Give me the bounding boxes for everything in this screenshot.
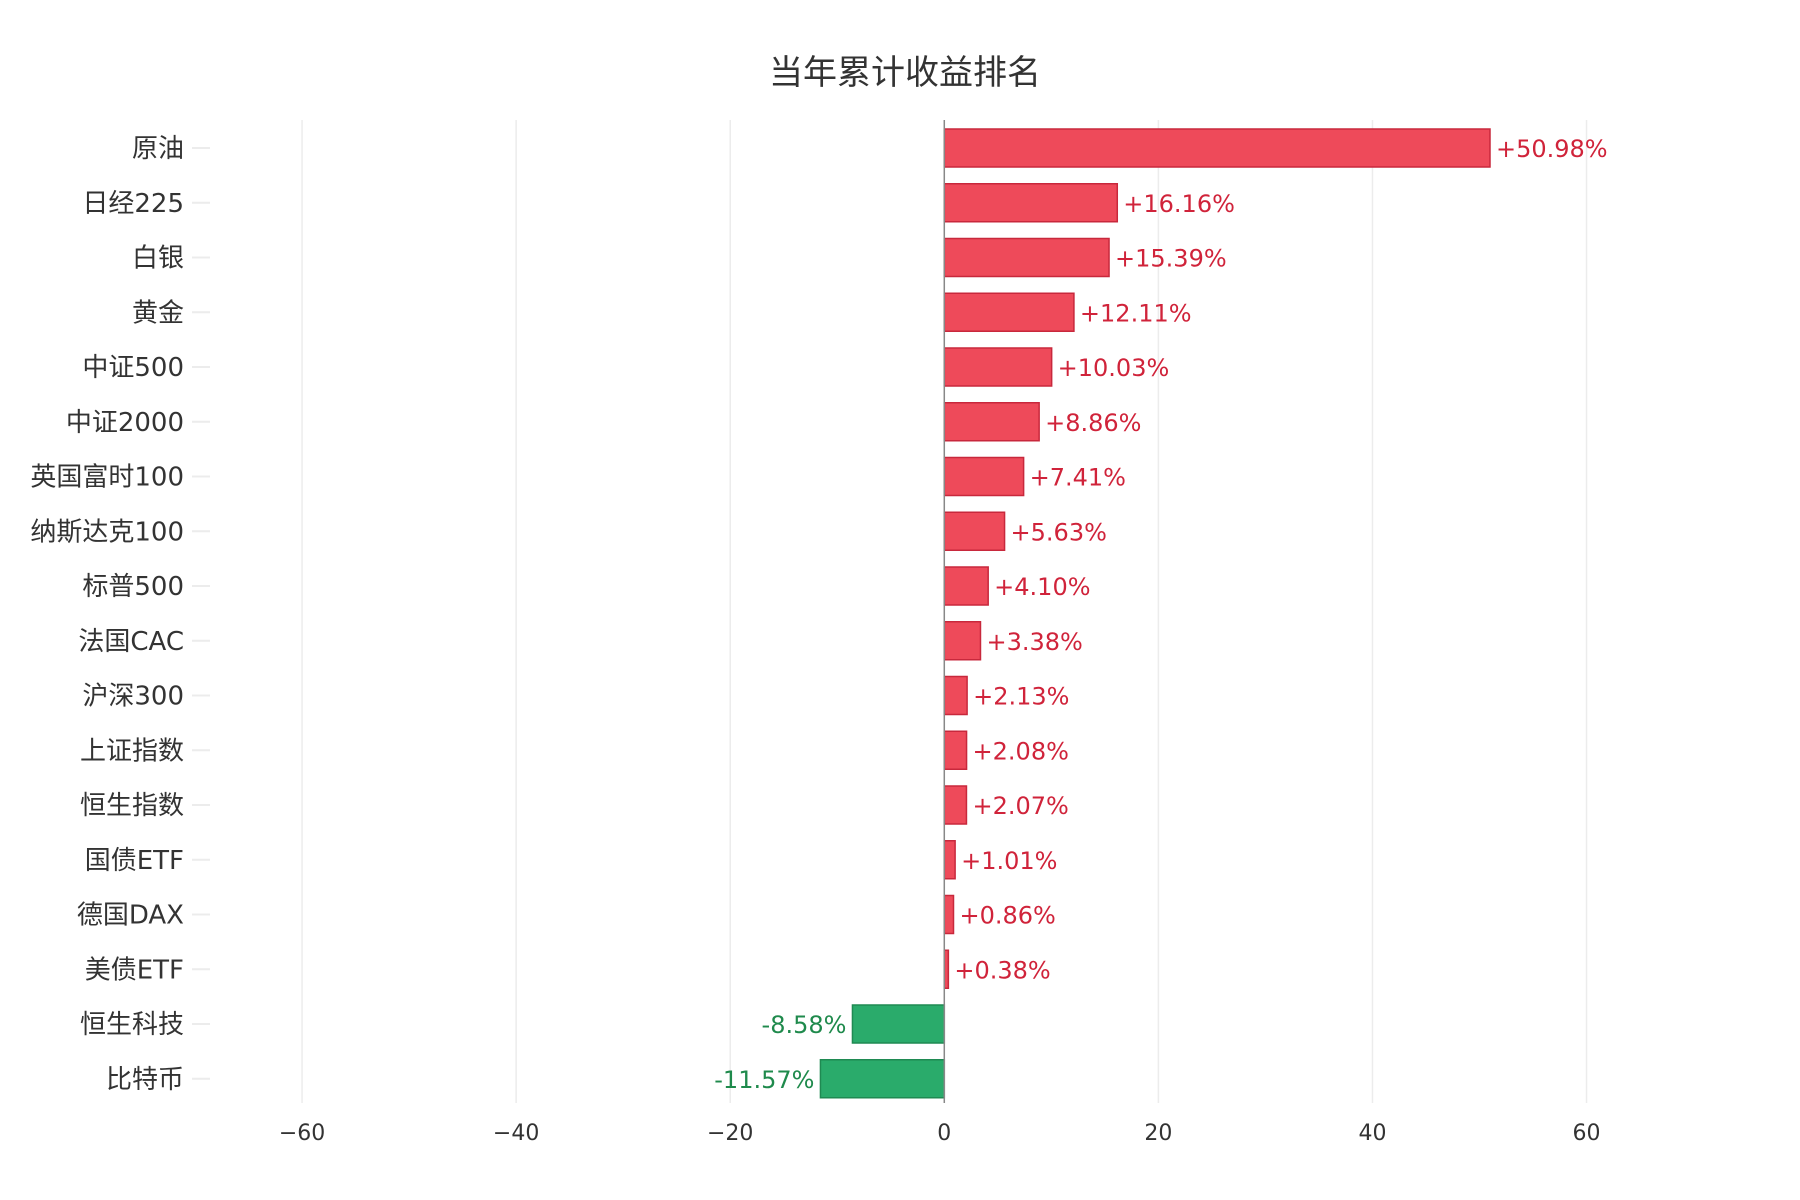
category-label: 美债ETF (85, 955, 184, 985)
bar (943, 785, 968, 825)
category-label: 沪深300 (82, 682, 184, 712)
bar (943, 840, 956, 880)
value-label: -8.58% (762, 1011, 847, 1039)
bars (819, 128, 1491, 1099)
bar (943, 675, 968, 716)
value-label: +2.13% (973, 683, 1069, 711)
value-label: +0.38% (954, 956, 1050, 984)
bar (943, 402, 1040, 442)
category-label: 白银 (132, 244, 184, 274)
value-label: +16.16% (1123, 190, 1235, 218)
x-tick-label: 0 (937, 1121, 951, 1146)
bar (819, 1059, 946, 1099)
chart-title: 当年累计收益排名 (769, 53, 1041, 93)
x-tick-label: 20 (1144, 1121, 1172, 1146)
x-tick-labels: −60 −40 −20 0 20 40 60 (279, 1121, 1601, 1146)
bar (943, 511, 1006, 551)
category-label: 日经225 (82, 189, 184, 219)
category-label: 比特币 (106, 1065, 184, 1095)
axes (192, 120, 946, 1103)
category-label: 恒生指数 (80, 791, 184, 821)
value-label: +50.98% (1496, 135, 1608, 163)
grid-lines (301, 120, 1588, 1103)
category-label: 标普500 (82, 572, 184, 602)
x-tick-label: −60 (279, 1121, 325, 1146)
x-tick-label: 40 (1358, 1121, 1386, 1146)
bar (943, 292, 1075, 332)
value-label: +7.41% (1030, 464, 1126, 492)
category-label: 中证2000 (66, 408, 184, 438)
x-tick-label: −20 (707, 1121, 753, 1146)
value-label: +4.10% (994, 573, 1090, 601)
value-label: +15.39% (1115, 245, 1227, 273)
category-label: 法国CAC (78, 627, 184, 657)
value-label: -11.57% (714, 1066, 814, 1094)
bar (943, 894, 955, 935)
bar (943, 566, 989, 606)
category-label: 黄金 (132, 298, 184, 328)
category-label: 纳斯达克100 (30, 517, 184, 547)
value-label: +8.86% (1045, 409, 1141, 437)
value-label: +10.03% (1058, 354, 1170, 382)
value-label: +0.86% (960, 902, 1056, 930)
bar (943, 237, 1110, 278)
value-label: +5.63% (1011, 518, 1107, 546)
bar (943, 456, 1025, 497)
bar (943, 347, 1053, 387)
value-label: +1.01% (961, 847, 1057, 875)
category-label: 德国DAX (77, 901, 184, 931)
category-label: 中证500 (82, 353, 184, 383)
bar (943, 730, 968, 770)
bar (851, 1004, 946, 1044)
value-label: +2.07% (972, 792, 1068, 820)
category-label: 原油 (132, 134, 184, 164)
x-tick-label: 60 (1573, 1121, 1601, 1146)
bar (943, 621, 982, 661)
value-label: +12.11% (1080, 299, 1192, 327)
x-tick-label: −40 (493, 1121, 539, 1146)
category-label: 英国富时100 (30, 463, 184, 493)
category-label: 国债ETF (85, 846, 184, 876)
bar (943, 128, 1491, 168)
category-label: 上证指数 (80, 736, 184, 766)
value-label: +2.08% (973, 737, 1069, 765)
value-label: +3.38% (986, 628, 1082, 656)
value-labels: +50.98% +16.16% +15.39% +12.11% +10.03% +8.86… (714, 135, 1607, 1094)
bar (943, 183, 1119, 223)
category-label: 恒生科技 (80, 1010, 184, 1040)
